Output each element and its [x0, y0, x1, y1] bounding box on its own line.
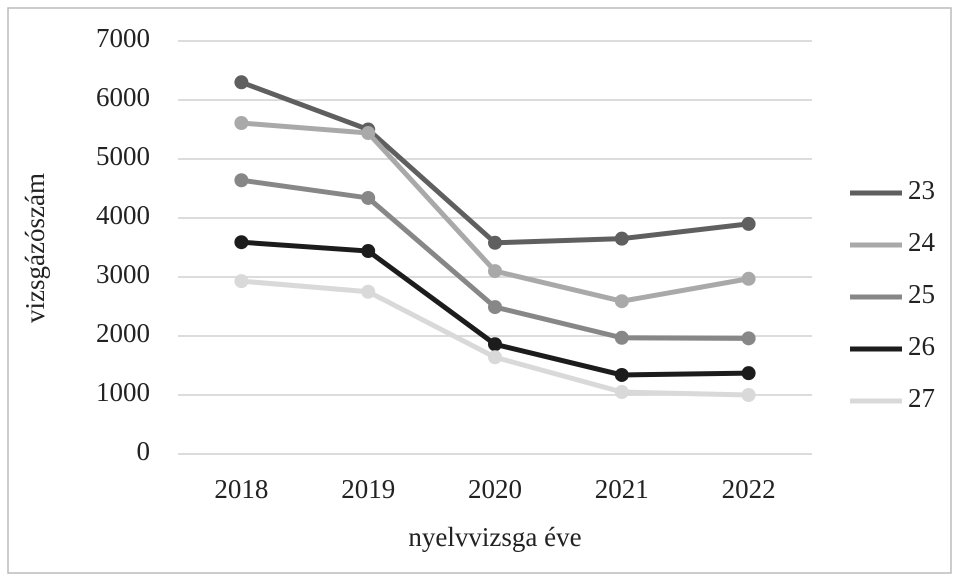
point	[361, 284, 376, 299]
point	[741, 331, 756, 346]
legend-label: 23	[908, 175, 935, 205]
point	[614, 367, 629, 382]
y-tick-label: 0	[137, 436, 151, 466]
point	[234, 173, 249, 188]
x-tick-label: 2019	[341, 474, 395, 504]
point	[361, 190, 376, 205]
y-tick-label: 3000	[96, 259, 150, 289]
point	[488, 350, 502, 365]
point	[234, 274, 249, 289]
point	[488, 337, 502, 352]
point	[488, 300, 502, 315]
point	[614, 294, 629, 309]
point	[614, 330, 629, 345]
legend-label: 26	[908, 331, 935, 361]
x-tick-label: 2020	[468, 474, 522, 504]
point	[234, 75, 249, 90]
legend-label: 27	[908, 383, 935, 413]
y-axis-label: vizsgázószám	[20, 173, 50, 323]
point	[488, 235, 502, 250]
point	[234, 235, 249, 250]
x-tick-label: 2018	[214, 474, 268, 504]
y-tick-label: 5000	[96, 141, 150, 171]
y-tick-label: 2000	[96, 318, 150, 348]
x-tick-label: 2022	[722, 474, 776, 504]
point	[234, 116, 249, 131]
x-axis-label: nyelvvizsga éve	[408, 522, 581, 552]
point	[361, 126, 376, 141]
point	[741, 366, 756, 381]
y-tick-label: 6000	[96, 82, 150, 112]
y-tick-label: 7000	[96, 23, 150, 53]
point	[361, 244, 376, 259]
legend-label: 25	[908, 279, 935, 309]
point	[614, 231, 629, 246]
y-tick-label: 1000	[96, 377, 150, 407]
point	[741, 388, 756, 402]
x-tick-label: 2021	[595, 474, 649, 504]
legend-label: 24	[908, 227, 936, 257]
point	[614, 385, 629, 400]
point	[741, 271, 756, 286]
point	[741, 216, 756, 231]
y-tick-label: 4000	[96, 200, 150, 230]
point	[488, 264, 502, 279]
